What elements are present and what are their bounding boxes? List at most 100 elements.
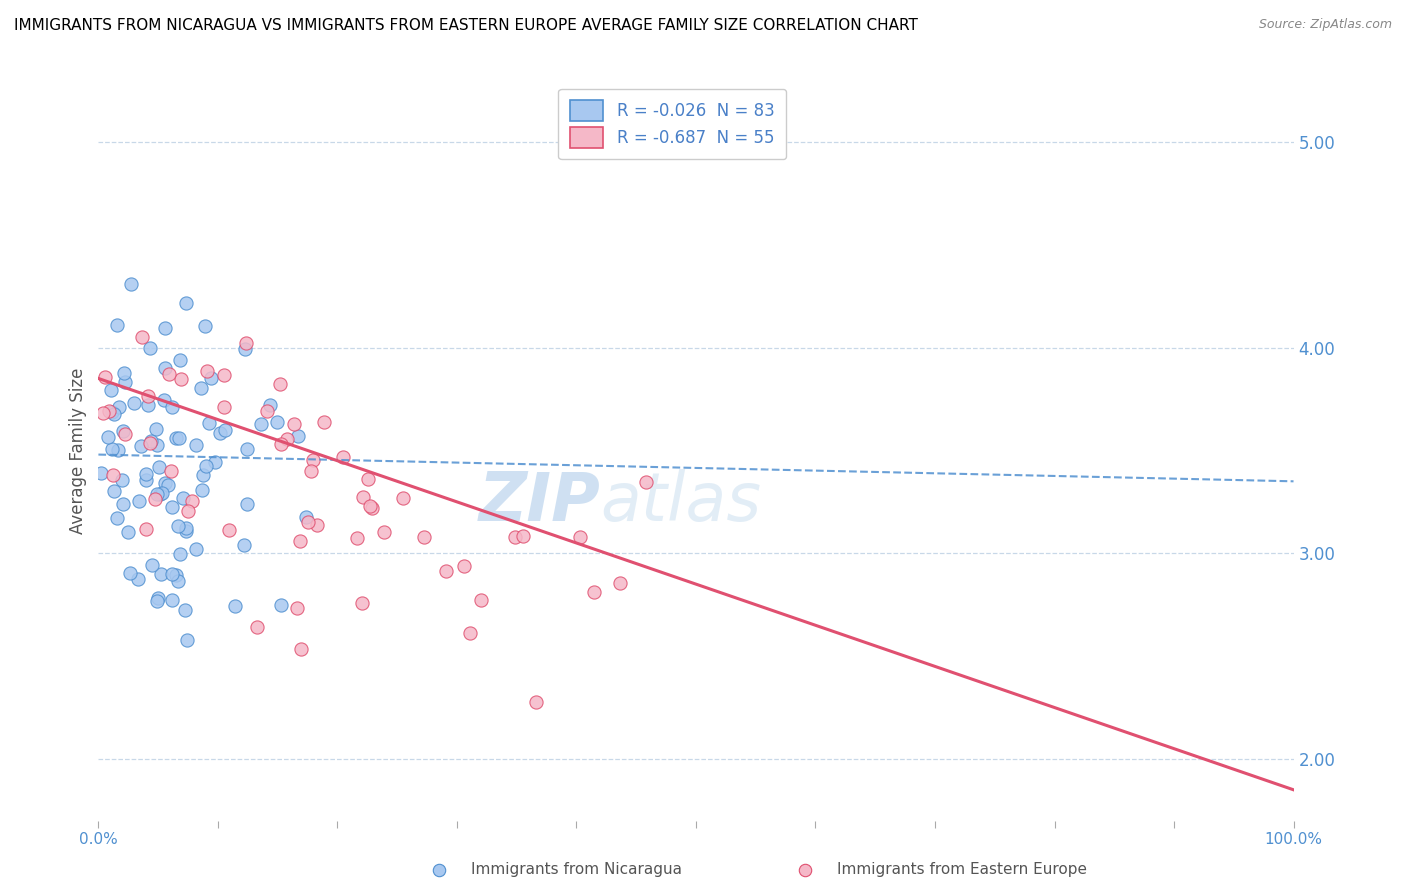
Point bbox=[195, 364, 218, 378]
Point bbox=[173, 603, 195, 617]
Point bbox=[214, 424, 236, 438]
Point bbox=[169, 353, 191, 368]
Point bbox=[114, 427, 136, 442]
Point bbox=[103, 467, 125, 482]
Point bbox=[299, 464, 322, 478]
Point bbox=[256, 404, 278, 418]
Point bbox=[270, 437, 292, 451]
Point bbox=[218, 523, 240, 537]
Point bbox=[160, 500, 183, 515]
Point bbox=[453, 559, 475, 574]
Text: ZIP: ZIP bbox=[478, 469, 600, 535]
Point bbox=[160, 593, 183, 607]
Point bbox=[174, 296, 197, 310]
Point bbox=[512, 528, 534, 542]
Point bbox=[146, 594, 169, 608]
Point bbox=[184, 438, 207, 452]
Point bbox=[107, 442, 129, 457]
Point bbox=[112, 497, 135, 511]
Point bbox=[136, 389, 159, 403]
Point bbox=[114, 375, 136, 389]
Point bbox=[155, 321, 177, 335]
Point bbox=[129, 439, 152, 453]
Point bbox=[138, 398, 160, 412]
Point bbox=[172, 491, 194, 506]
Point bbox=[169, 547, 191, 561]
Point bbox=[350, 596, 373, 610]
Point bbox=[160, 464, 183, 478]
Point bbox=[361, 501, 384, 516]
Point bbox=[112, 366, 135, 380]
Point bbox=[270, 598, 292, 612]
Point bbox=[236, 496, 259, 510]
Point bbox=[139, 435, 162, 450]
Point bbox=[103, 484, 125, 499]
Point bbox=[103, 408, 125, 422]
Point bbox=[346, 531, 368, 545]
Point bbox=[160, 400, 183, 414]
Text: IMMIGRANTS FROM NICARAGUA VS IMMIGRANTS FROM EASTERN EUROPE AVERAGE FAMILY SIZE : IMMIGRANTS FROM NICARAGUA VS IMMIGRANTS … bbox=[14, 18, 918, 33]
Point bbox=[259, 398, 281, 412]
Point bbox=[101, 442, 124, 457]
Point bbox=[295, 509, 318, 524]
Point bbox=[177, 504, 200, 518]
Text: Immigrants from Nicaragua: Immigrants from Nicaragua bbox=[471, 863, 682, 877]
Point bbox=[212, 368, 235, 382]
Point bbox=[204, 455, 226, 469]
Point bbox=[434, 564, 457, 578]
Point bbox=[287, 428, 309, 442]
Point bbox=[98, 404, 121, 418]
Point bbox=[297, 515, 319, 529]
Point bbox=[212, 400, 235, 414]
Point bbox=[285, 601, 308, 615]
Point bbox=[470, 592, 492, 607]
Point bbox=[117, 524, 139, 539]
Point bbox=[583, 585, 606, 599]
Point bbox=[233, 342, 256, 356]
Point bbox=[149, 486, 172, 500]
Point bbox=[167, 431, 190, 445]
Point bbox=[146, 438, 169, 452]
Point bbox=[232, 538, 254, 552]
Point bbox=[155, 475, 177, 490]
Point bbox=[332, 450, 354, 464]
Point bbox=[190, 381, 212, 395]
Point bbox=[413, 530, 436, 544]
Point bbox=[120, 277, 142, 292]
Point bbox=[290, 534, 312, 549]
Point bbox=[94, 370, 117, 384]
Point bbox=[198, 417, 221, 431]
Point bbox=[153, 360, 176, 375]
Point bbox=[156, 478, 179, 492]
Point bbox=[191, 468, 214, 483]
Point bbox=[91, 405, 114, 419]
Text: Source: ZipAtlas.com: Source: ZipAtlas.com bbox=[1258, 18, 1392, 31]
Legend: R = -0.026  N = 83, R = -0.687  N = 55: R = -0.026 N = 83, R = -0.687 N = 55 bbox=[558, 88, 786, 160]
Point bbox=[135, 467, 157, 482]
Point bbox=[301, 453, 323, 467]
Point bbox=[290, 641, 312, 656]
Point bbox=[108, 400, 131, 414]
Text: atlas: atlas bbox=[600, 469, 762, 535]
Point bbox=[359, 499, 381, 513]
Point bbox=[174, 521, 197, 535]
Point bbox=[139, 341, 162, 355]
Point bbox=[373, 525, 395, 540]
Point bbox=[186, 542, 208, 557]
Point bbox=[90, 466, 112, 480]
Point bbox=[245, 620, 267, 634]
Point bbox=[107, 511, 129, 525]
Point bbox=[139, 434, 162, 448]
Point bbox=[250, 417, 273, 432]
Point bbox=[224, 599, 246, 613]
Point bbox=[157, 368, 180, 382]
Point bbox=[135, 522, 157, 536]
Y-axis label: Average Family Size: Average Family Size bbox=[69, 368, 87, 533]
Point bbox=[135, 473, 157, 487]
Point bbox=[794, 863, 817, 877]
Point bbox=[276, 433, 298, 447]
Point bbox=[145, 487, 167, 501]
Point bbox=[120, 566, 142, 580]
Point bbox=[124, 395, 146, 409]
Point bbox=[100, 405, 122, 419]
